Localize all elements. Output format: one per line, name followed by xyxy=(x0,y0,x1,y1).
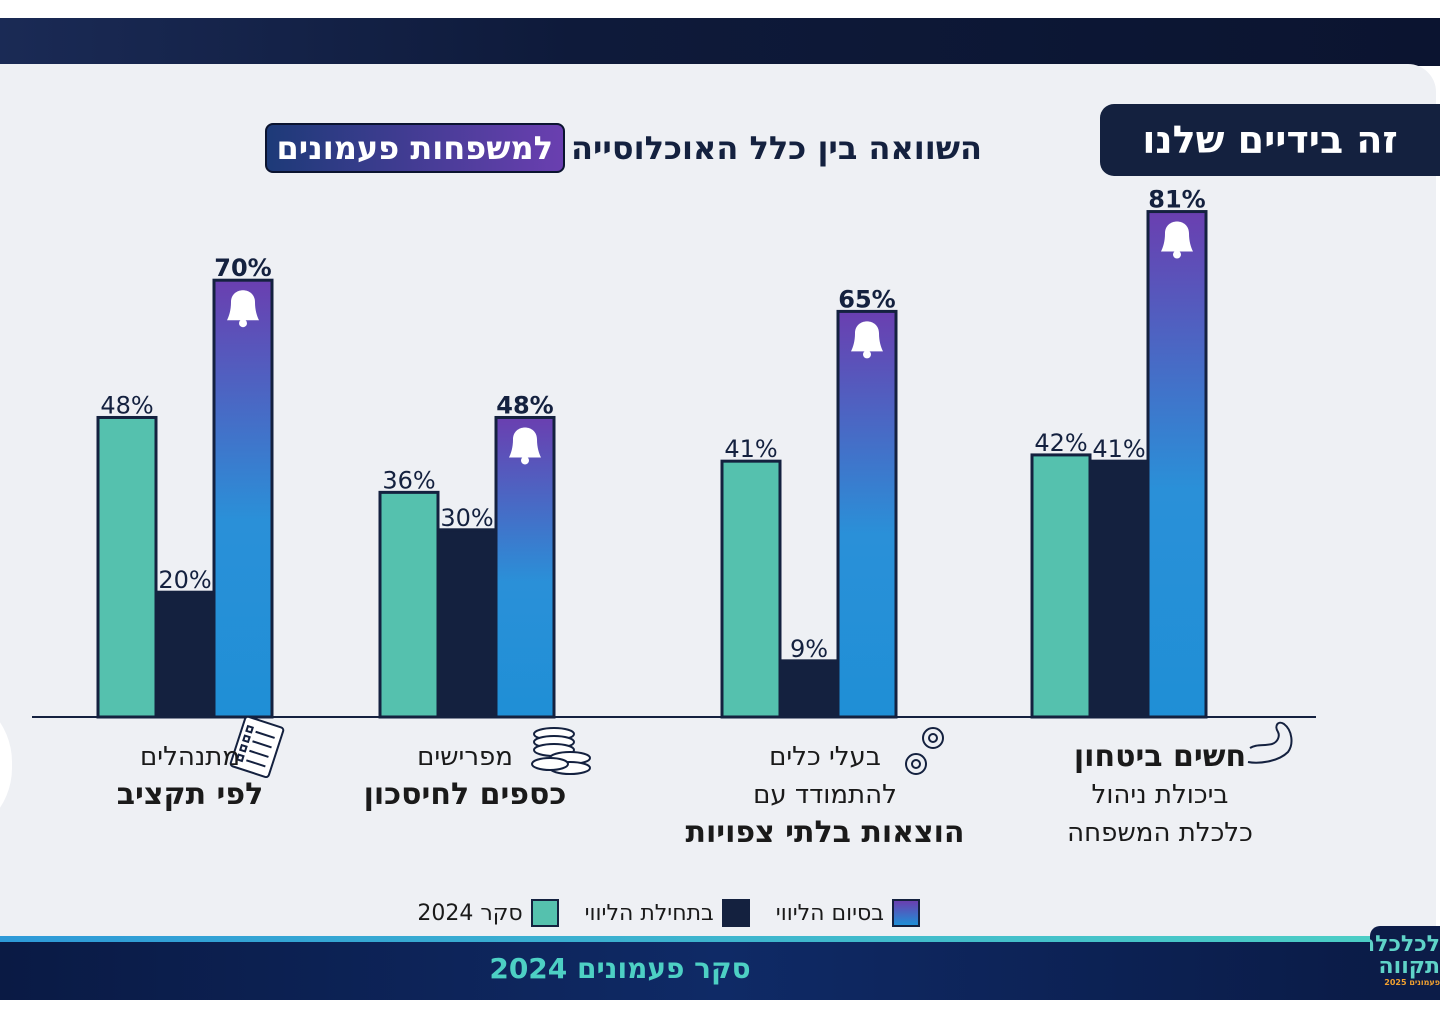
bottom-frame-bar xyxy=(0,942,1440,1000)
legend-item-start: בתחילת הליווי xyxy=(585,899,750,927)
bottom-ribbon xyxy=(0,936,1440,944)
legend-item-end: בסיום הליווי xyxy=(776,899,920,927)
category-label-line: מתנהלים xyxy=(140,742,240,772)
brand-line-1: לכלכלה xyxy=(1370,932,1440,957)
legend-swatch-end xyxy=(892,899,920,927)
bell-icon xyxy=(509,427,541,465)
brand-logo: לכלכלה תקווה פעמונים 2025 xyxy=(1370,926,1440,1000)
bar-value-label: 48% xyxy=(100,391,153,419)
category-label-line: כלכלת המשפחה xyxy=(1067,818,1253,848)
coins-icon xyxy=(531,727,591,775)
chart-legend: בסיום הליווי בתחילת הליווי סקר 2024 xyxy=(360,894,920,932)
bell-icon xyxy=(851,321,883,359)
category-label-savings: מפרישים כספים לחיסכון xyxy=(340,738,590,814)
bar-value-label: 30% xyxy=(440,504,493,532)
legend-label: בסיום הליווי xyxy=(775,900,884,926)
muscle-arm-icon xyxy=(1247,721,1293,764)
bar-value-label: 65% xyxy=(838,285,895,313)
bar-start-of-support xyxy=(154,590,216,719)
headline-highlight: למשפחות פעמונים xyxy=(264,123,565,173)
top-frame-bar xyxy=(0,18,1440,66)
slide-tag-label: זה בידיים שלנו xyxy=(1142,118,1398,162)
bar-value-label: 81% xyxy=(1148,186,1205,214)
legend-label: בתחילת הליווי xyxy=(584,900,714,926)
category-label-line: בעלי כלים xyxy=(769,742,881,772)
brand-line-2: תקווה xyxy=(1378,954,1440,979)
legend-swatch-survey xyxy=(530,899,559,927)
bar-value-label: 70% xyxy=(214,254,271,282)
slide-tag: זה בידיים שלנו xyxy=(1100,104,1440,176)
legend-swatch-start xyxy=(721,899,750,927)
category-label-line: הוצאות בלתי צפויות xyxy=(685,815,965,850)
category-label-line: מפרישים xyxy=(417,742,513,772)
bar-start-of-support xyxy=(1088,459,1150,719)
legend-label: סקר 2024 xyxy=(417,900,523,926)
headline-plain: השוואה בין כלל האוכלוסייה xyxy=(571,129,982,167)
bar-value-label: 20% xyxy=(158,566,211,594)
category-label-line: להתמודד עם xyxy=(753,780,897,810)
bar-start-of-support xyxy=(778,659,840,719)
bar-survey-2024 xyxy=(96,415,158,719)
budget-list-icon xyxy=(229,715,285,779)
gears-icon xyxy=(905,727,944,775)
brand-line-3: פעמונים 2025 xyxy=(1384,978,1440,987)
footer-title: סקר פעמונים 2024 xyxy=(489,952,751,985)
bar-end-of-support xyxy=(836,309,898,719)
bell-icon xyxy=(1161,221,1193,259)
category-label-line: חשים ביטחון xyxy=(1073,739,1247,774)
bar-value-label: 36% xyxy=(382,466,435,494)
chart-headline: השוואה בין כלל האוכלוסייה למשפחות פעמוני… xyxy=(218,120,982,176)
category-label-line: לפי תקציב xyxy=(116,777,264,812)
bar-value-label: 48% xyxy=(496,391,553,419)
bar-value-label: 41% xyxy=(724,435,777,463)
bar-start-of-support xyxy=(436,528,498,719)
bar-survey-2024 xyxy=(378,490,440,719)
bar-value-label: 41% xyxy=(1092,435,1145,463)
bar-end-of-support xyxy=(1146,210,1208,719)
bar-value-label: 42% xyxy=(1034,429,1087,457)
category-label-tools: בעלי כלים להתמודד עם הוצאות בלתי צפויות xyxy=(670,738,980,852)
bell-icon xyxy=(227,290,259,328)
category-label-line: ביכולת ניהול xyxy=(1091,780,1229,810)
legend-item-survey: סקר 2024 xyxy=(417,899,559,927)
bar-value-label: 9% xyxy=(790,635,828,663)
category-label-line: כספים לחיסכון xyxy=(363,777,567,812)
category-label-security: חשים ביטחון ביכולת ניהול כלכלת המשפחה xyxy=(1030,738,1290,852)
category-label-budget: מתנהלים לפי תקציב xyxy=(90,738,290,814)
bar-end-of-support xyxy=(212,278,274,719)
bar-survey-2024 xyxy=(1030,453,1092,719)
bar-survey-2024 xyxy=(720,459,782,719)
